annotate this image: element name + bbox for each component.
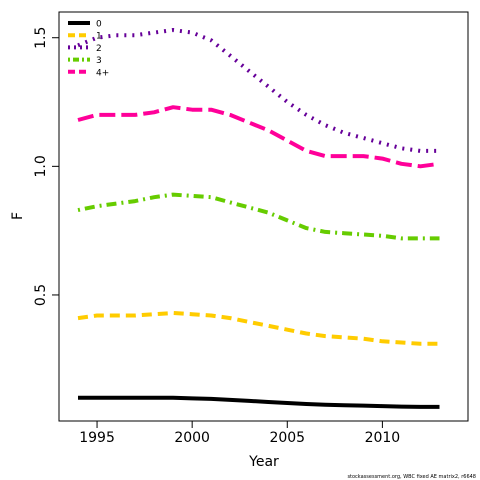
footnote: stockassessment.org, WBC fixed AE matrix…: [347, 474, 476, 480]
legend: 0 1 2 3 4+: [68, 20, 109, 78]
series-line-2: [77, 28, 440, 153]
series-line-4plus: [77, 105, 440, 169]
series-layer: [77, 28, 440, 409]
series-line-3: [77, 192, 440, 241]
legend-label: 2: [96, 44, 102, 54]
x-axis-title: Year: [248, 454, 279, 470]
x-tick-label: 2005: [269, 430, 305, 446]
x-tick-label: 1995: [79, 430, 115, 446]
plot-frame: [58, 11, 469, 422]
series-line-1: [77, 311, 440, 346]
legend-label: 0: [96, 20, 102, 30]
x-tick-label: 2010: [365, 430, 401, 446]
x-axis: 1995 2000 2005 2010: [79, 420, 401, 446]
y-axis-title: F: [10, 212, 26, 220]
y-axis: 0.5 1.0 1.5: [33, 27, 60, 306]
series-line-0: [78, 395, 440, 409]
legend-label: 4+: [96, 68, 109, 78]
y-tick-label: 1.5: [33, 27, 49, 49]
legend-label: 3: [96, 56, 102, 66]
y-tick-label: 1.0: [33, 155, 49, 177]
x-tick-label: 2000: [174, 430, 210, 446]
y-tick-label: 0.5: [33, 284, 49, 306]
legend-label: 1: [96, 32, 102, 42]
